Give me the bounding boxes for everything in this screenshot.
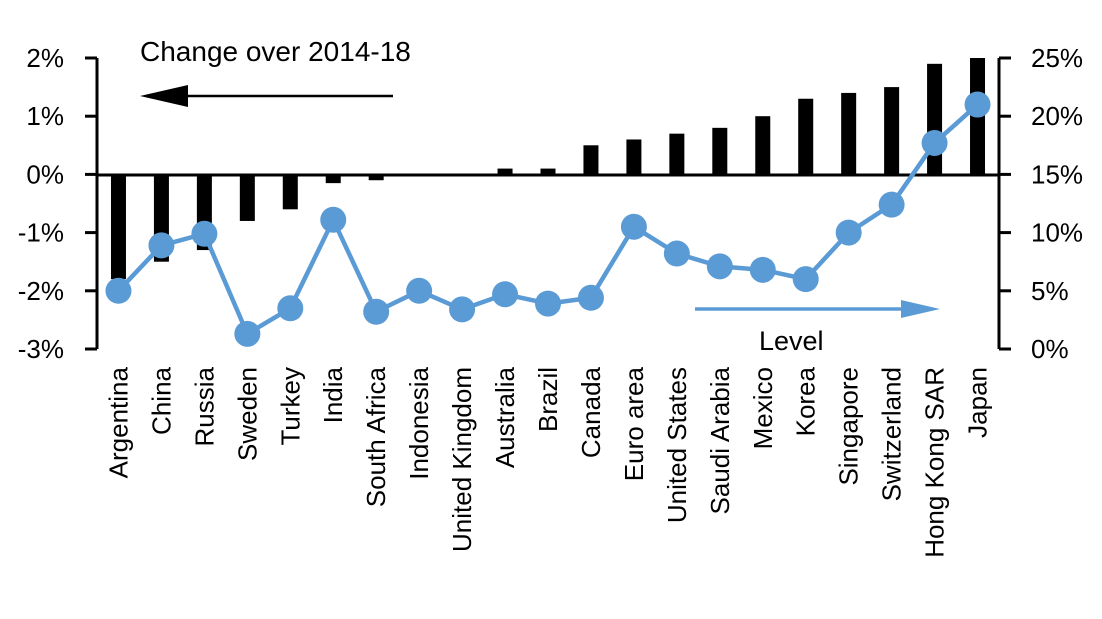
category-label-turkey: Turkey xyxy=(275,367,305,446)
category-label-switzerland: Switzerland xyxy=(877,367,907,501)
level-marker-euro-area xyxy=(620,213,647,240)
level-marker-india xyxy=(320,206,347,233)
category-label-mexico: Mexico xyxy=(748,367,778,449)
right-axis-tick-label: 25% xyxy=(1031,43,1083,73)
category-label-united-states: United States xyxy=(662,367,692,523)
bar-saudi-arabia xyxy=(712,127,728,175)
level-marker-sweden xyxy=(234,320,261,347)
bar-argentina xyxy=(110,175,126,280)
right-axis-tick-label: 5% xyxy=(1031,276,1069,306)
bar-korea xyxy=(798,98,814,175)
category-label-united-kingdom: United Kingdom xyxy=(447,367,477,552)
level-marker-argentina xyxy=(105,277,132,304)
category-label-japan: Japan xyxy=(963,367,993,438)
level-marker-turkey xyxy=(277,295,304,322)
bar-united-states xyxy=(669,133,685,175)
category-label-saudi-arabia: Saudi Arabia xyxy=(705,366,735,514)
level-series-annotation-label: Level xyxy=(759,326,824,356)
bar-switzerland xyxy=(884,87,900,175)
level-marker-brazil xyxy=(535,290,561,317)
level-marker-japan xyxy=(964,91,991,118)
level-marker-korea xyxy=(792,266,819,293)
category-label-sweden: Sweden xyxy=(232,367,262,461)
level-marker-indonesia xyxy=(406,277,433,304)
left-axis-tick-label: 0% xyxy=(26,159,64,189)
category-label-argentina: Argentina xyxy=(103,366,133,478)
category-label-south-africa: South Africa xyxy=(361,366,391,507)
level-marker-australia xyxy=(492,281,519,308)
category-label-russia: Russia xyxy=(189,366,219,446)
category-label-china: China xyxy=(146,366,176,434)
category-label-hong-kong-sar: Hong Kong SAR xyxy=(920,367,950,558)
category-label-australia: Australia xyxy=(490,366,520,468)
level-marker-hong-kong-sar xyxy=(921,129,948,156)
level-marker-saudi-arabia xyxy=(706,253,733,280)
level-marker-china xyxy=(148,232,175,259)
category-label-euro-area: Euro area xyxy=(619,366,649,481)
bar-singapore xyxy=(841,92,857,175)
left-axis-tick-label: 2% xyxy=(26,43,64,73)
bar-euro-area xyxy=(626,139,642,175)
level-marker-united-kingdom xyxy=(449,296,476,323)
left-axis-tick-label: 1% xyxy=(26,101,64,131)
change-arrow-left-icon xyxy=(140,85,188,107)
bar-sweden xyxy=(239,175,255,221)
category-label-brazil: Brazil xyxy=(533,367,563,432)
level-marker-united-states xyxy=(663,240,690,267)
bar-south-africa xyxy=(368,175,384,181)
bar-hong-kong-sar xyxy=(927,63,943,175)
right-axis-tick-label: 15% xyxy=(1031,159,1083,189)
bar-india xyxy=(325,175,341,184)
bar-brazil xyxy=(540,168,556,175)
bar-canada xyxy=(583,145,599,175)
category-label-canada: Canada xyxy=(576,366,606,458)
bar-mexico xyxy=(755,116,771,175)
change-series-annotation-label: Change over 2014-18 xyxy=(140,36,411,67)
level-marker-switzerland xyxy=(878,191,905,218)
left-axis-tick-label: -1% xyxy=(18,218,64,248)
left-axis-tick-label: -2% xyxy=(18,276,64,306)
bar-australia xyxy=(497,168,513,175)
category-label-korea: Korea xyxy=(791,366,821,436)
level-marker-russia xyxy=(191,220,218,247)
level-marker-singapore xyxy=(835,219,862,246)
category-label-singapore: Singapore xyxy=(834,367,864,486)
level-marker-south-africa xyxy=(363,298,390,325)
level-marker-canada xyxy=(577,284,604,311)
level-marker-mexico xyxy=(749,256,776,283)
left-axis-tick-label: -3% xyxy=(18,334,64,364)
right-axis-tick-label: 0% xyxy=(1031,334,1069,364)
right-axis-tick-label: 20% xyxy=(1031,101,1083,131)
bar-turkey xyxy=(282,175,298,210)
level-arrow-right-icon xyxy=(901,300,940,318)
category-label-india: India xyxy=(318,366,348,423)
right-axis-tick-label: 10% xyxy=(1031,218,1083,248)
category-label-indonesia: Indonesia xyxy=(404,366,434,479)
